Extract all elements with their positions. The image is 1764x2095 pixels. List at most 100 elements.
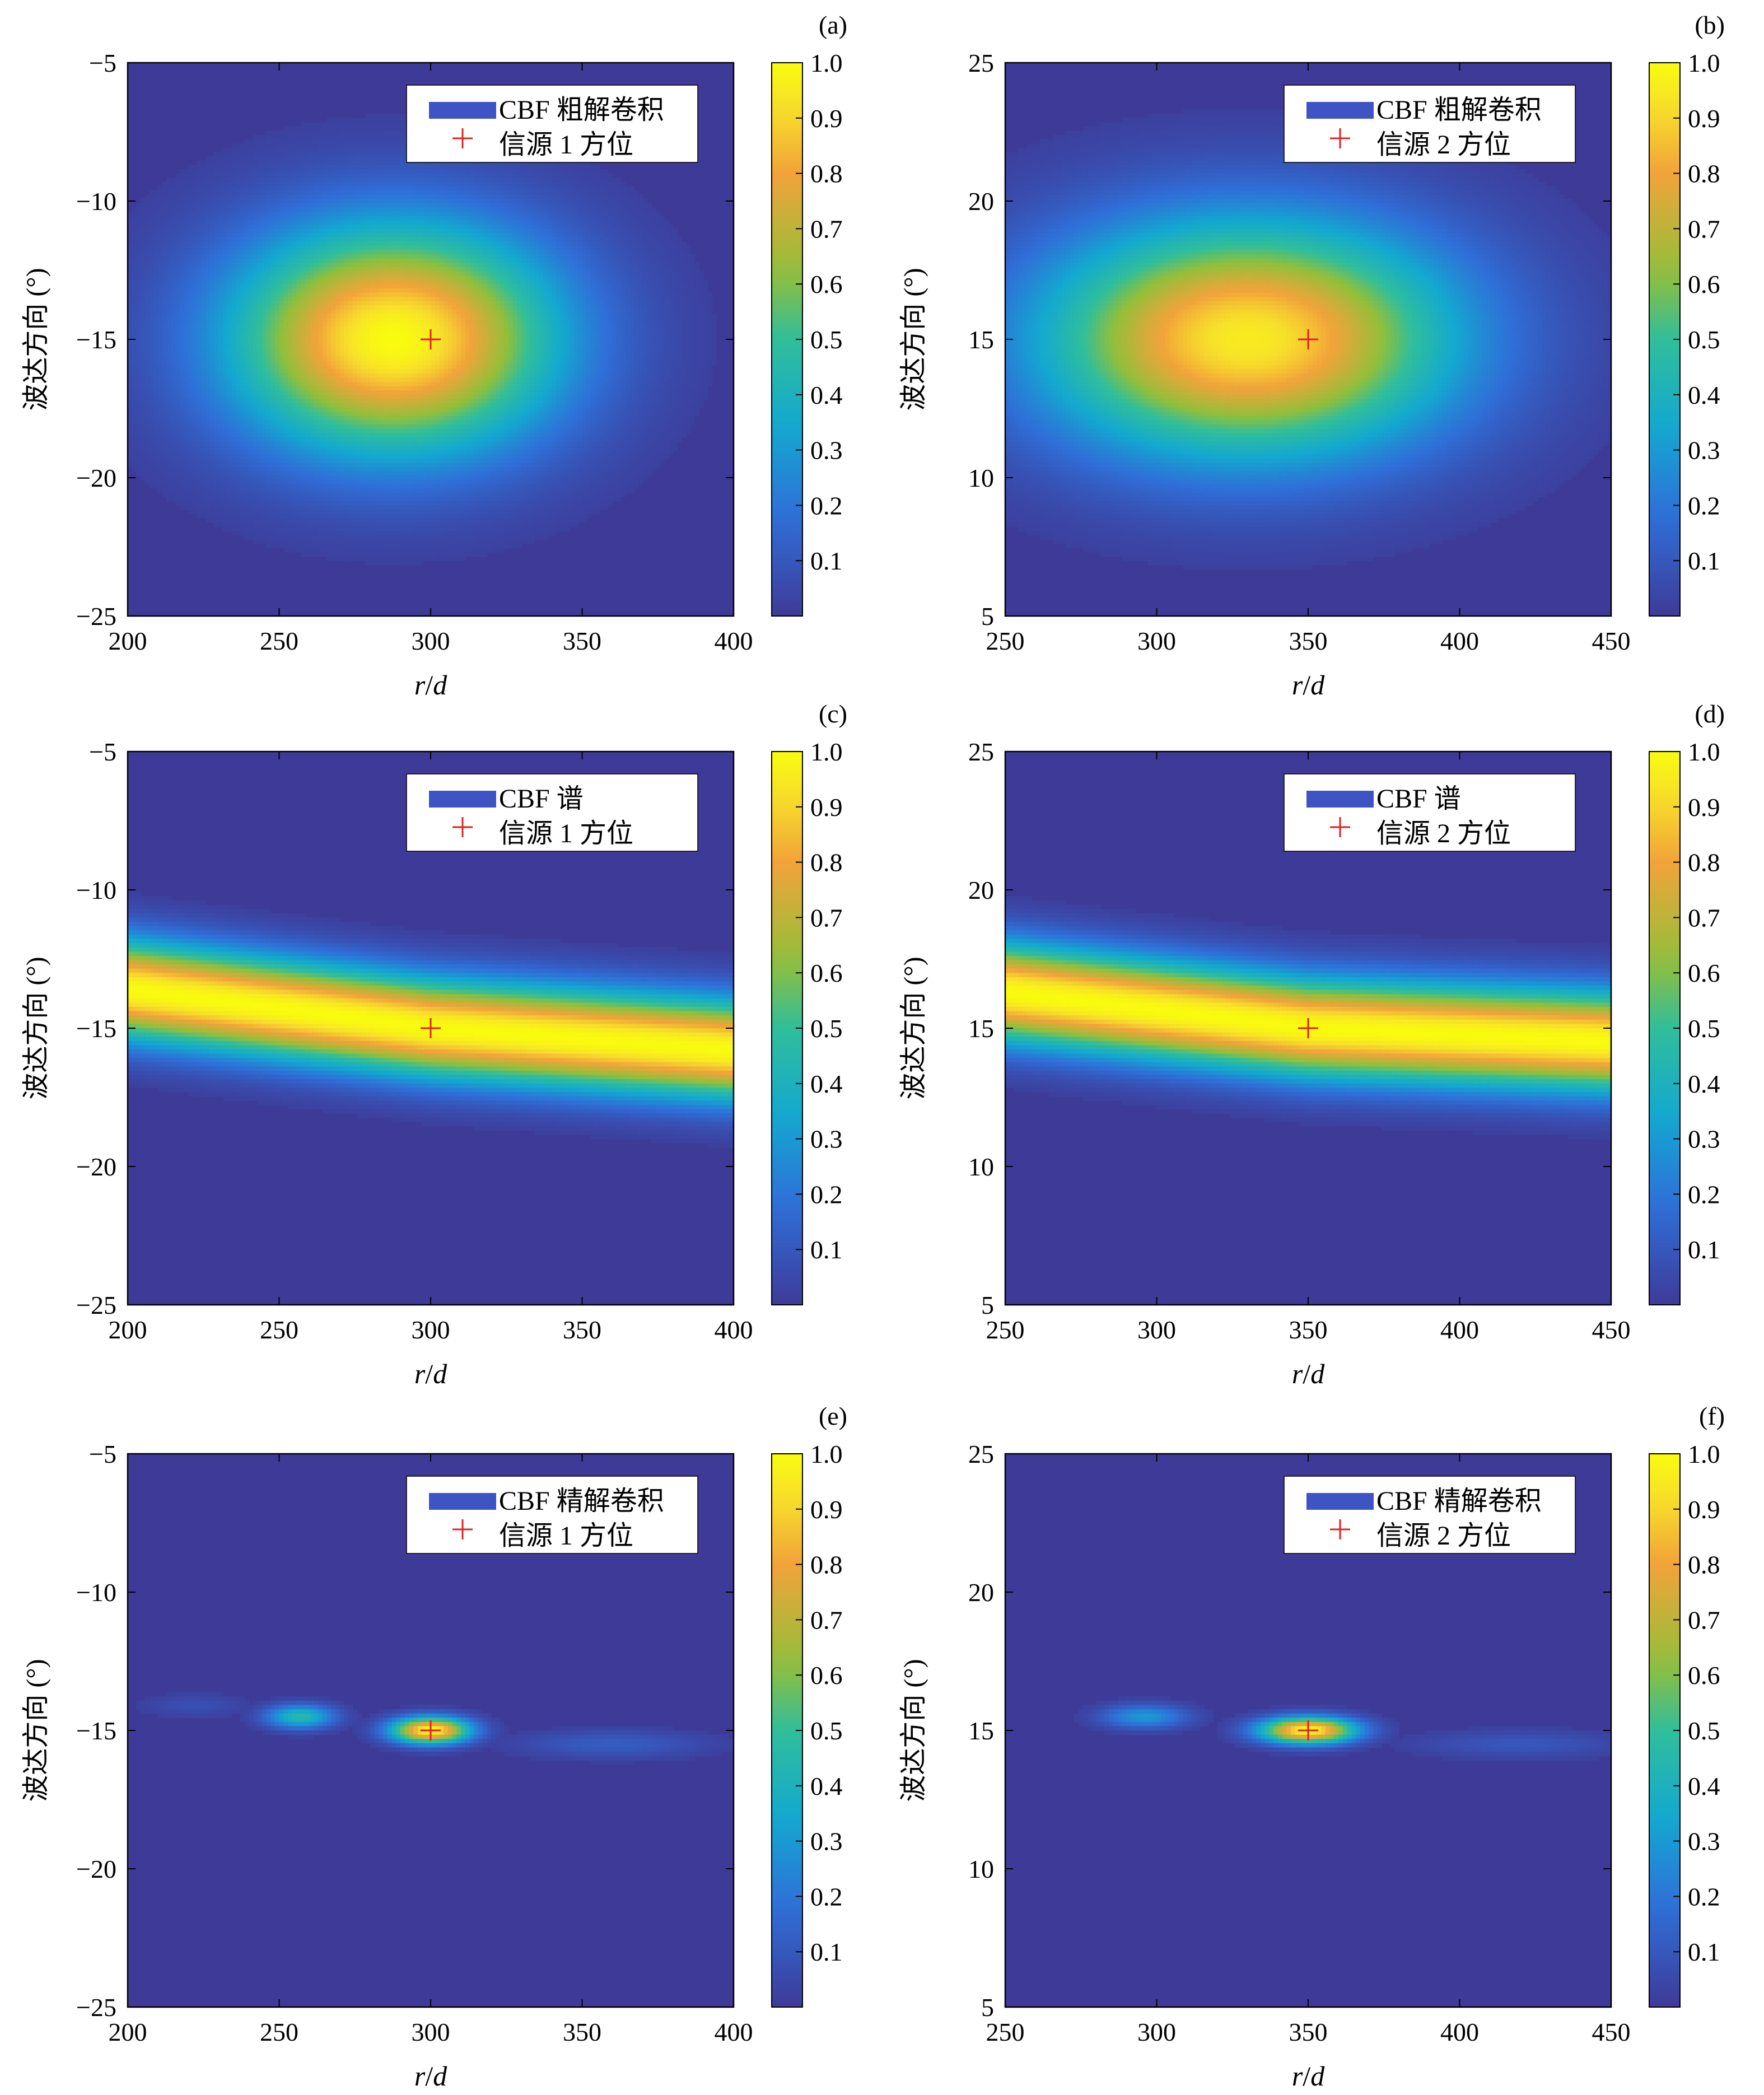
heatmap-cell [456, 254, 461, 259]
heatmap-cell [634, 301, 639, 306]
heatmap-cell [292, 237, 297, 242]
heatmap-cell [318, 139, 323, 144]
heatmap-cell [500, 194, 505, 199]
heatmap-cell [556, 194, 561, 199]
heatmap-cell [482, 203, 488, 208]
heatmap-cell [599, 288, 604, 293]
heatmap-cell [249, 309, 254, 314]
heatmap-cell [465, 241, 470, 246]
heatmap-cell [556, 267, 561, 272]
heatmap-cell [223, 173, 228, 178]
heatmap-cell [642, 250, 648, 255]
heatmap-cell [136, 220, 141, 225]
heatmap-cell [262, 169, 267, 174]
heatmap-cell [136, 237, 141, 242]
heatmap-cell [206, 181, 211, 186]
heatmap-cell [283, 292, 288, 297]
heatmap-cell [396, 156, 401, 161]
heatmap-cell [590, 258, 596, 263]
heatmap-cell [296, 276, 301, 281]
heatmap-cell [322, 181, 328, 186]
heatmap-cell [223, 258, 228, 263]
heatmap-cell [305, 288, 310, 293]
heatmap-cell [214, 288, 219, 293]
heatmap-cell [253, 224, 258, 229]
heatmap-cell [296, 301, 301, 306]
heatmap-cell [301, 233, 306, 238]
heatmap-cell [669, 297, 674, 302]
heatmap-cell [314, 245, 319, 250]
heatmap-cell [413, 263, 418, 268]
heatmap-cell [236, 292, 241, 297]
heatmap-cell [236, 258, 241, 263]
heatmap-cell [577, 263, 583, 268]
heatmap-cell [339, 143, 345, 148]
heatmap-cell [612, 297, 617, 302]
heatmap-cell [435, 305, 440, 310]
heatmap-cell [573, 267, 578, 272]
heatmap-cell [517, 216, 522, 221]
heatmap-cell [404, 276, 409, 281]
heatmap-cell [153, 245, 158, 250]
heatmap-cell [197, 173, 202, 178]
heatmap-cell [192, 216, 198, 221]
heatmap-cell [314, 178, 319, 183]
heatmap-cell [149, 190, 154, 195]
heatmap-cell [465, 224, 470, 229]
heatmap-cell [556, 181, 561, 186]
heatmap-cell [370, 267, 375, 272]
heatmap-cell [655, 267, 661, 272]
heatmap-cell [331, 288, 336, 293]
heatmap-cell [262, 190, 267, 195]
heatmap-cell [192, 178, 198, 183]
heatmap-cell [370, 130, 375, 136]
heatmap-cell [435, 220, 440, 225]
heatmap-cell [512, 254, 518, 259]
heatmap-cell [573, 186, 578, 191]
heatmap-cell [244, 143, 249, 148]
heatmap-cell [335, 212, 340, 217]
heatmap-cell [158, 258, 163, 263]
heatmap-cell [292, 212, 297, 217]
heatmap-cell [249, 156, 254, 161]
heatmap-cell [379, 152, 384, 157]
heatmap-cell [309, 194, 314, 199]
heatmap-cell [357, 228, 362, 234]
heatmap-cell [301, 224, 306, 229]
heatmap-cell [292, 130, 297, 136]
heatmap-cell [166, 178, 171, 183]
heatmap-cell [560, 194, 566, 199]
heatmap-cell [244, 297, 249, 302]
heatmap-cell [382, 267, 388, 272]
heatmap-cell [357, 203, 362, 208]
heatmap-cell [270, 216, 276, 221]
heatmap-cell [465, 254, 470, 259]
heatmap-cell [625, 245, 631, 250]
heatmap-cell [400, 212, 405, 217]
heatmap-cell [543, 207, 548, 212]
heatmap-cell [344, 279, 349, 284]
heatmap-cell [158, 216, 163, 221]
heatmap-cell [179, 220, 185, 225]
heatmap-cell [314, 250, 319, 255]
heatmap-cell [370, 135, 375, 140]
heatmap-cell [335, 216, 340, 221]
heatmap-cell [694, 284, 699, 289]
heatmap-cell [491, 216, 496, 221]
heatmap-cell [556, 237, 561, 242]
heatmap-cell [223, 194, 228, 199]
heatmap-cell [465, 250, 470, 255]
heatmap-cell [426, 245, 431, 250]
heatmap-cell [214, 309, 219, 314]
heatmap-cell [352, 258, 358, 263]
heatmap-cell [253, 245, 258, 250]
heatmap-cell [331, 292, 336, 297]
heatmap-cell [582, 254, 587, 259]
heatmap-cell [465, 203, 470, 208]
heatmap-cell [474, 165, 479, 170]
heatmap-cell [249, 212, 254, 217]
heatmap-cell [660, 284, 665, 289]
heatmap-cell [206, 216, 211, 221]
heatmap-cell [417, 297, 423, 302]
heatmap-cell [564, 254, 570, 259]
